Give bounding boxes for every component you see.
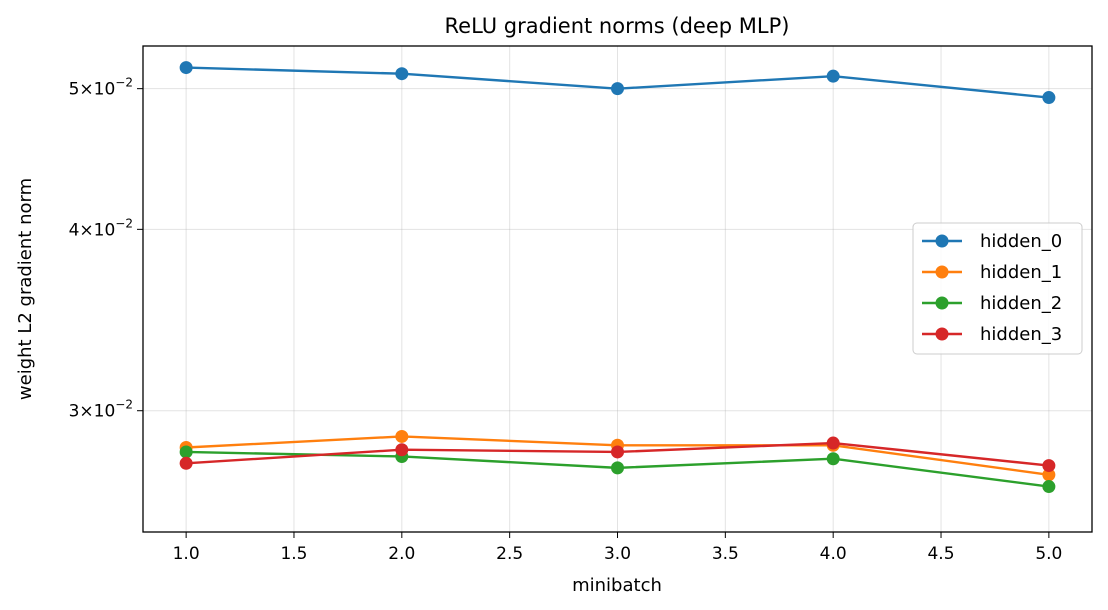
data-point-hidden_2 [179,445,193,459]
series-layer [179,61,1056,494]
x-tick-label: 1.5 [280,544,307,564]
x-tick-label: 3.0 [604,544,631,564]
data-point-hidden_3 [179,456,193,470]
legend-label-hidden_1: hidden_1 [980,262,1062,283]
legend-marker-hidden_2 [935,296,949,310]
legend-marker-hidden_3 [935,327,949,341]
data-point-hidden_0 [179,61,193,75]
data-point-hidden_2 [611,461,624,475]
legend-label-hidden_3: hidden_3 [980,324,1062,345]
legend-box [912,222,1083,355]
data-point-hidden_1 [1042,468,1056,482]
x-tick-label: 1.0 [173,544,200,564]
x-tick-label: 3.5 [712,544,739,564]
legend-label-hidden_0: hidden_0 [980,231,1062,252]
data-point-hidden_3 [1042,459,1056,473]
data-point-hidden_1 [395,429,409,443]
data-point-hidden_0 [826,69,840,83]
x-axis-label: minibatch [572,575,662,596]
data-point-hidden_0 [395,67,409,81]
y-axis-label: weight L2 gradient norm [15,178,36,400]
y-tick-label: 3×10−2 [69,398,133,422]
data-point-hidden_3 [826,436,840,450]
data-point-hidden_2 [1042,480,1056,494]
x-tick-label: 2.5 [496,544,523,564]
legend-marker-hidden_1 [935,265,949,279]
x-tick-label: 4.5 [927,544,954,564]
data-point-hidden_0 [611,82,624,96]
legend-marker-hidden_0 [935,234,949,248]
y-tick-label: 4×10−2 [69,216,133,240]
x-tick-label: 4.0 [820,544,847,564]
chart-title: ReLU gradient norms (deep MLP) [445,14,790,38]
y-tick-label: 5×10−2 [69,76,133,100]
legend: hidden_0 hidden_1 hidden_2 hidden_3 [912,222,1083,355]
x-tick-label: 2.0 [388,544,415,564]
data-point-hidden_3 [395,443,409,457]
x-axis-ticks: 1.0 1.5 2.0 2.5 3.0 3.5 4.0 4.5 5.0 [173,532,1062,564]
x-tick-label: 5.0 [1035,544,1062,564]
data-point-hidden_3 [611,445,624,459]
data-point-hidden_0 [1042,91,1056,105]
data-point-hidden_2 [826,452,840,466]
legend-label-hidden_2: hidden_2 [980,293,1062,314]
y-axis-ticks: 3×10−2 4×10−2 5×10−2 [69,76,143,422]
